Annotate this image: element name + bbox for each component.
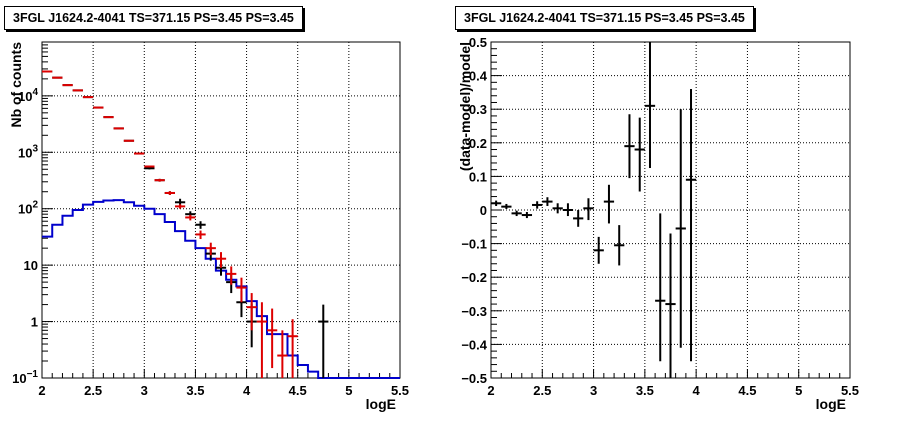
data-point [542,197,553,206]
data-point [573,210,584,227]
y-tick-label: −0.1 [461,237,487,252]
y-axis-title: (data-model)/model [457,42,473,171]
data-point [195,221,206,229]
data-point [593,236,604,264]
y-tick-label: −0.5 [461,371,487,386]
x-tick-label: 4.5 [289,383,307,398]
data-point [123,139,135,142]
y-tick-label: 0 [480,203,487,218]
x-tick-label: 4 [243,383,251,398]
data-point [246,293,257,331]
data-point [72,89,83,92]
y-tick-label: 0.2 [469,136,487,151]
data-point [665,233,676,378]
data-point [552,203,563,214]
data-point [277,330,288,378]
data-point [185,214,196,221]
data-point [491,200,502,206]
x-tick-label: 2 [487,383,494,398]
y-tick-label: 1 [31,315,38,330]
model-step-line [42,199,400,379]
y-tick-label: −0.2 [461,270,487,285]
chart-title: 3FGL J1624.2-4041 TS=371.15 PS=3.45 PS=3… [455,6,754,30]
x-tick-label: 5 [795,383,802,398]
data-point [113,127,124,130]
data-point [144,167,155,170]
data-point [267,308,278,369]
data-point [52,76,63,79]
residual-chart: 2 2.5 3 3.5 4 4.5 5 5.5 −0.5 −0.4 −0.3 −0.2 −0.1 0 0.1… [457,35,859,412]
data-point [256,302,268,378]
data-point [174,204,186,209]
y-tick-label: 102 [18,200,38,217]
data-point [501,203,512,209]
data-point [614,225,625,266]
y-tick-label: 10−1 [12,369,38,386]
y-tick-label: −0.4 [461,337,487,352]
data-point [511,210,522,217]
data-point [103,116,114,119]
data-point [42,70,53,73]
data-point [195,230,206,240]
y-tick-label: 0.3 [469,102,487,117]
x-tick-label: 3.5 [636,383,654,398]
data-point [62,84,73,87]
x-tick-label: 3 [590,383,597,398]
data-point [164,191,175,195]
y-tick-label: 10 [24,258,38,273]
data-point [82,96,94,99]
right-panel: 2 2.5 3 3.5 4 4.5 5 5.5 −0.5 −0.4 −0.3 −0.2 −0.1 0 0.1… [449,0,898,421]
data-point [634,117,645,192]
data-point [236,277,247,303]
x-tick-label: 5.5 [841,383,859,398]
data-point [318,304,329,378]
data-point [583,198,594,221]
x-tick-label: 2.5 [533,383,551,398]
data-point [93,106,104,109]
data-point [644,42,656,168]
y-tick-label: 103 [18,143,38,160]
data-point [532,201,543,209]
x-axis-title: logE [816,396,846,412]
data-point [562,203,574,217]
data-point [134,152,145,155]
left-panel: 2 2.5 3 3.5 4 4.5 5 5.5 10−1 1 10 102 103 104 logE Nb o… [4,6,409,412]
data-point [215,252,227,268]
data-point [521,212,533,219]
data-point [154,178,165,182]
data-point [144,165,155,168]
x-axis-title: logE [366,396,396,412]
x-tick-label: 3.5 [186,383,204,398]
data-point [624,114,635,179]
y-tick-label: 0.1 [469,169,487,184]
x-tick-label: 4.5 [738,383,756,398]
y-axis-title: Nb of counts [8,42,24,128]
data-point [655,213,666,362]
data-point [287,319,298,378]
data-point [205,242,216,256]
plot-frame [41,41,401,379]
counts-chart: 2 2.5 3 3.5 4 4.5 5 5.5 10−1 1 10 102 103 104 logE Nb o… [8,41,409,412]
x-tick-label: 5 [345,383,352,398]
x-tick-label: 2.5 [84,383,102,398]
x-tick-label: 5.5 [391,383,409,398]
x-tick-label: 4 [693,383,701,398]
data-point [675,109,686,348]
data-point [603,184,615,224]
y-tick-label: −0.3 [461,304,487,319]
data-point [226,266,237,285]
y-tick-label: 0.5 [469,35,487,50]
y-tick-label: 104 [18,87,38,104]
chart-title: 3FGL J1624.2-4041 TS=371.15 PS=3.45 PS=3… [4,6,303,30]
y-tick-label: 0.4 [469,69,488,84]
x-tick-label: 2 [38,383,45,398]
data-point [685,89,697,362]
x-tick-label: 3 [141,383,148,398]
